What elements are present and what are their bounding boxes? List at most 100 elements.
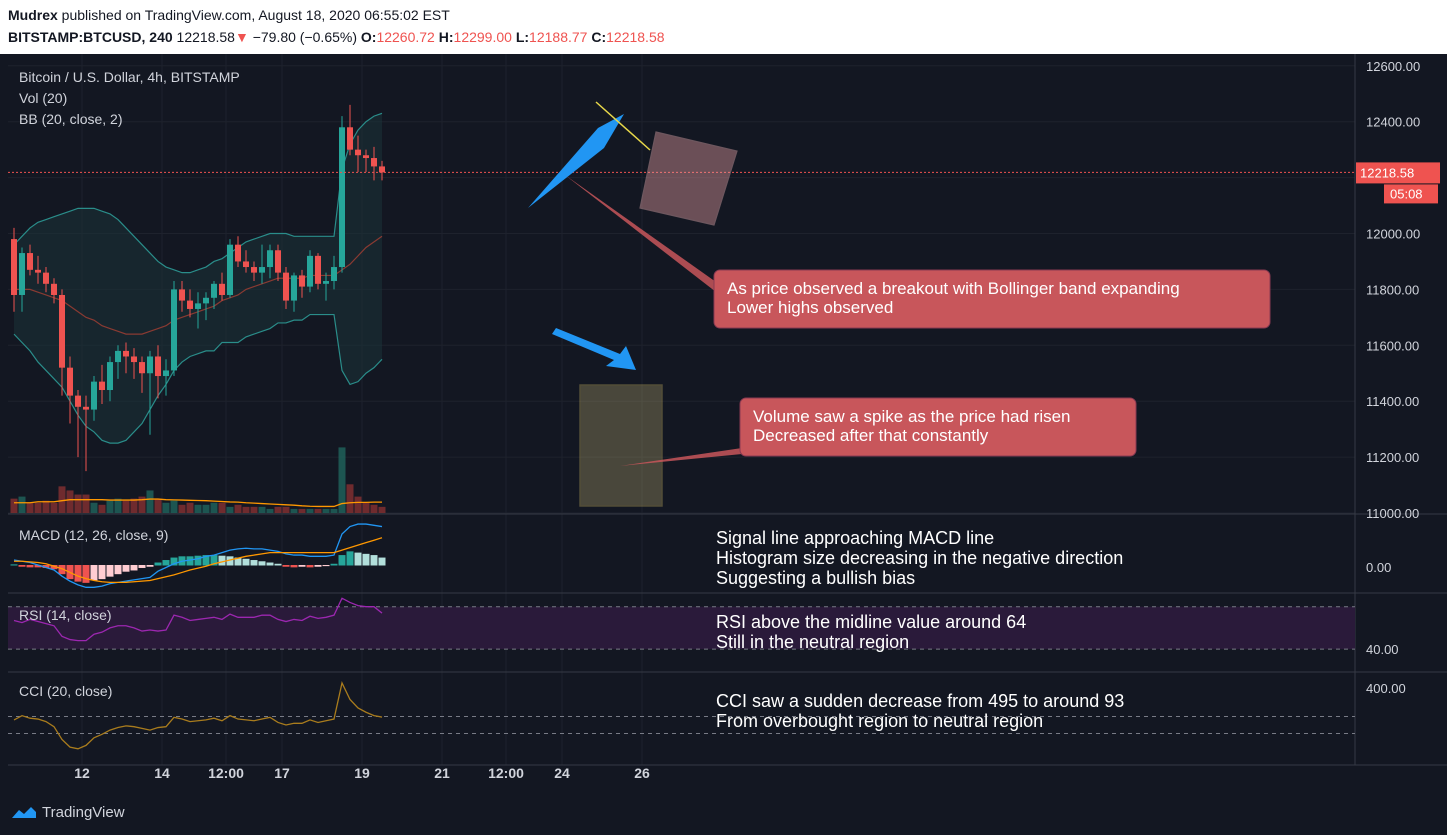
macd-histogram-bar [258,561,266,566]
candle-body [267,250,273,268]
time-tick-label: 19 [354,765,370,781]
candle-body [227,244,233,295]
candle-body [75,395,81,407]
volume-bar [98,504,106,513]
candle-body [179,289,185,301]
price-tick-label: 11800.00 [1366,282,1419,297]
macd-histogram-bar [218,555,226,566]
candle-body [339,127,345,268]
macd-histogram-bar [42,565,50,568]
macd-histogram-bar [114,565,122,575]
macd-histogram-bar [106,565,114,577]
volume-note-pointer [620,448,742,466]
macd-histogram-bar [282,565,290,567]
time-tick-label: 14 [154,765,170,781]
candle-body [163,370,169,377]
vol-legend: Vol (20) [19,90,67,106]
volume-bar [290,508,298,513]
volume-ma-line [14,498,382,508]
price-tick-label: 11600.00 [1366,338,1419,353]
pane-backgrounds [8,606,1355,650]
high-value: 12299.00 [453,29,512,45]
candle-body [155,356,161,377]
candle-body [275,250,281,273]
macd-histogram-bar [202,555,210,566]
macd-histogram-bar [242,558,250,566]
cci-tick-label: 400.00 [1366,681,1406,696]
blue-arrow-down [552,328,636,370]
candle-body [115,350,121,363]
candle-body [99,381,105,391]
volume-bar [66,490,74,513]
volume-note-line: Volume saw a spike as the price had rise… [753,407,1071,426]
candle-body [139,362,145,374]
volume-bar [74,494,82,513]
candle-body [299,275,305,287]
breakout-note-box [713,269,1271,329]
last-price: 12218.58 [176,29,235,45]
bb-upper-line [13,112,383,274]
author-name[interactable]: Mudrex [8,7,58,23]
macd-histogram-bar [330,563,338,566]
candle-body [235,244,241,262]
volume-bar [26,502,34,513]
volume-bar [338,447,346,513]
macd-histogram-bar [170,557,178,566]
macd-histogram-bar [306,565,314,568]
volume-bar [162,502,170,513]
price-axis[interactable]: 12600.0012400.0012200.0012000.0011800.00… [1356,59,1440,696]
candle-body [315,255,321,284]
drawings[interactable] [528,101,738,507]
macd-histogram-bar [362,553,370,566]
volume-bar [58,486,66,513]
tradingview-logo[interactable]: TradingView [10,804,125,821]
open-label: O: [360,29,377,45]
volume-bar [178,504,186,513]
candle-body [243,261,249,268]
macd-histogram-bar [162,560,170,566]
macd-histogram-bar [58,565,66,575]
candle-body [363,155,369,159]
time-axis[interactable]: 12 14 12:00 17 19 21 12:00 24 26 [74,765,650,781]
candle-body [259,267,265,273]
last-price-tag-text: 12218.58 [1360,165,1414,180]
candle-body [195,303,201,309]
close-value: 12218.58 [606,29,665,45]
rsi-band-background [8,606,1355,650]
macd-histogram-bar [290,565,298,568]
macd-note-line: Suggesting a bullish bias [716,568,915,588]
macd-histogram-bar [274,563,282,566]
bb-legend: BB (20, close, 2) [19,111,123,127]
volume-bar [114,498,122,513]
macd-histogram-bar [138,565,146,568]
candle-body [51,283,57,295]
price-tick-label: 11000.00 [1366,506,1419,521]
macd-line [13,523,383,588]
macd-histogram-bar [10,564,18,566]
candle-body [371,158,377,167]
volume-bar [50,502,58,513]
annotations[interactable]: As price observed a breakout with Bollin… [565,175,1271,731]
brand-name: TradingView [42,804,125,821]
breakout-note-pointer [565,175,716,292]
rsi-line [13,597,383,642]
down-arrow-icon: ▼ [234,29,249,45]
rsi-tick-label: 40.00 [1366,642,1399,657]
price-tick-label: 12400.00 [1366,115,1420,130]
macd-histogram-bar [122,565,130,572]
macd-histogram-bar [146,565,154,567]
price-tick-label: 11400.00 [1366,394,1419,409]
macd-histogram-bar [234,557,242,566]
time-tick-label: 26 [634,765,650,781]
macd-histogram-bar [298,565,306,567]
macd-histogram-bar [338,555,346,566]
volume-bar [346,484,354,513]
pane-legends: Bitcoin / U.S. Dollar, 4h, BITSTAMP Vol … [19,69,240,699]
volume-bar [202,504,210,513]
symbol-label: BITSTAMP:BTCUSD, 240 [8,29,173,45]
rotated-rectangle [639,131,738,226]
candle-body [67,367,73,396]
chart-canvas[interactable]: 12600.0012400.0012200.0012000.0011800.00… [0,54,1447,795]
rsi-legend: RSI (14, close) [19,607,112,623]
rsi-note-line: Still in the neutral region [716,632,909,652]
